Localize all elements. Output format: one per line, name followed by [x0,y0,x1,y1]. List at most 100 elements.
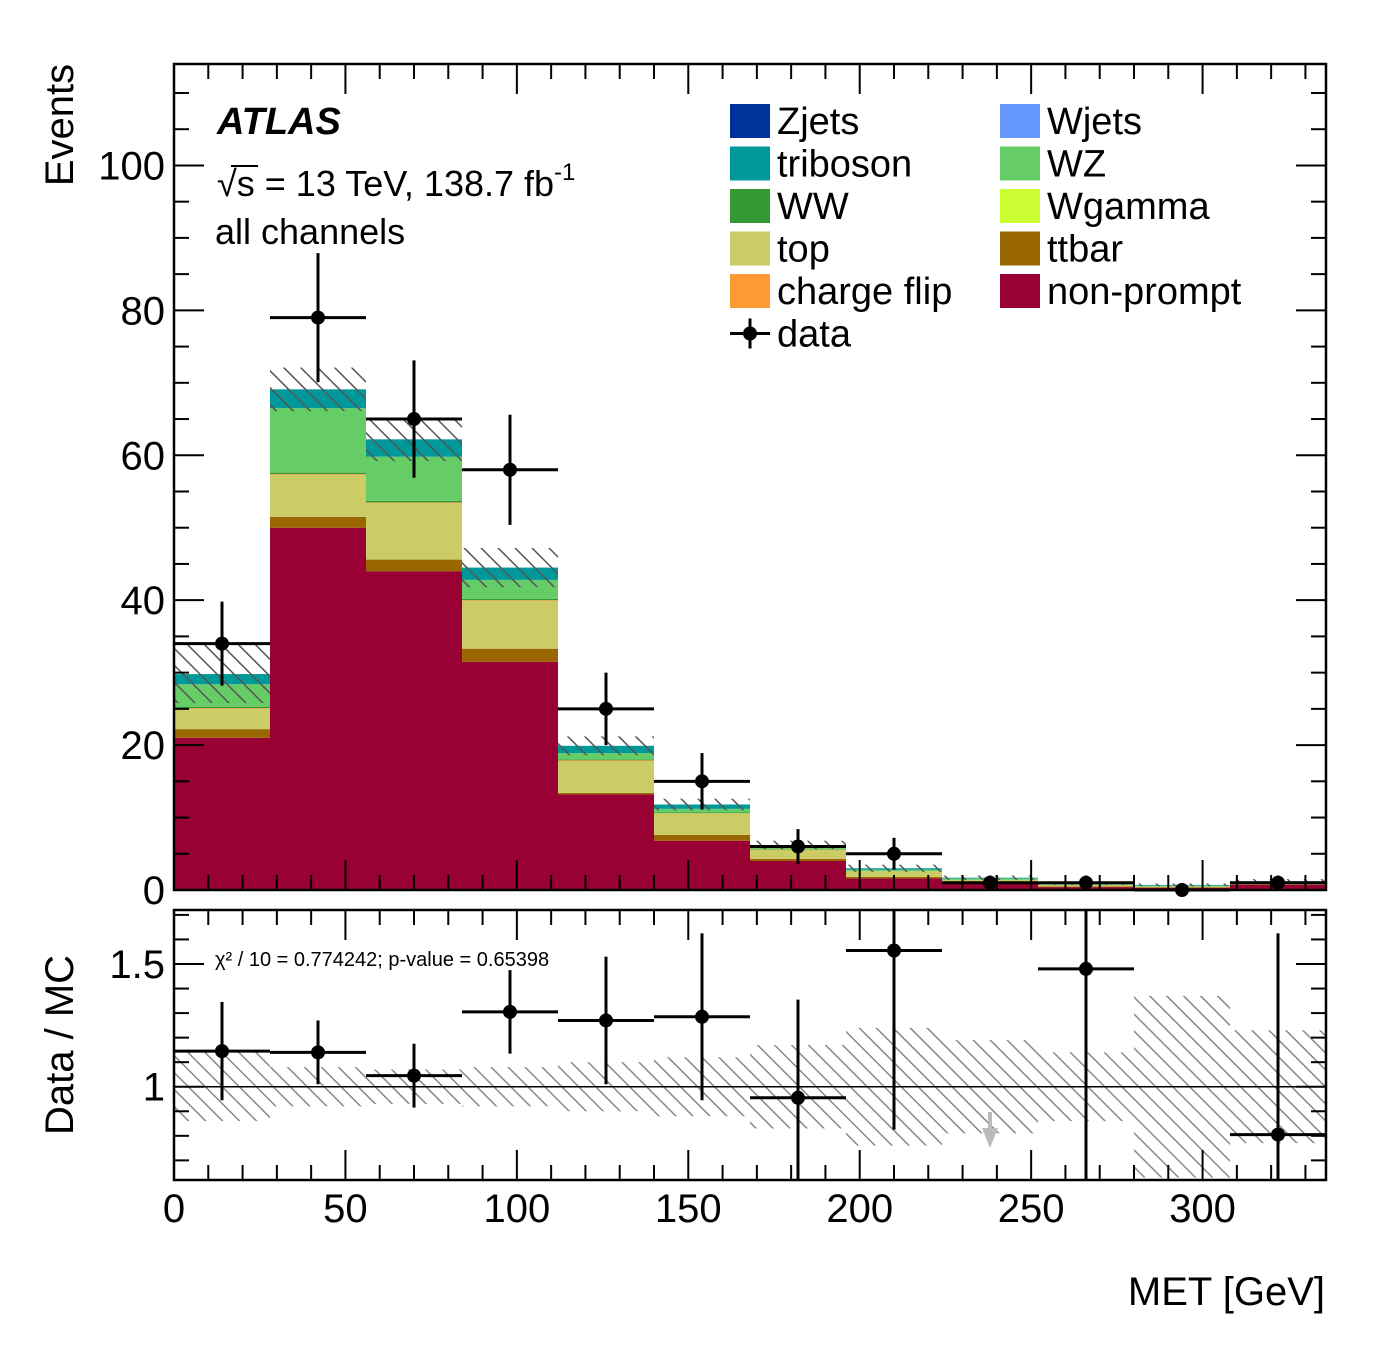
x-tick-label-2: 100 [483,1187,550,1231]
stacked-histogram [174,389,1326,890]
ratio-point-4 [599,1013,613,1028]
y-tick-label-top-0: 0 [143,869,165,913]
legend-swatch-ttbar [1000,231,1040,266]
energy-label: √s = 13 TeV, 138.7 fb-1 [217,159,575,204]
ratio-point-8 [1079,961,1093,976]
experiment-label: ATLAS [216,101,341,143]
ratio-point-5 [695,1009,709,1024]
legend-swatch-Wjets [1000,104,1040,138]
data-point-0 [215,636,229,651]
bar-ttbar-bin-4 [558,792,654,795]
data-point-5 [695,774,709,789]
bar-top-bin-1 [270,474,366,517]
ratio-point-6 [791,1090,805,1105]
bar-charge-flip-bin-3 [462,600,558,601]
legend-label-triboson: triboson [777,144,912,186]
bar-ttbar-bin-3 [462,648,558,662]
data-point-9 [1079,875,1093,890]
data-point-2 [407,412,421,427]
energy-text: s = 13 TeV, 138.7 fb [237,163,554,204]
bar-charge-flip-bin-1 [270,474,366,475]
legend-swatch-non-prompt [1000,274,1040,308]
fit-result-text: χ² / 10 = 0.774242; p-value = 0.65398 [215,949,549,971]
bar-WW-bin-5 [654,812,750,814]
legend-swatch-WZ [1000,146,1040,181]
bar-top-bin-0 [174,708,270,730]
channel-label: all channels [215,211,405,252]
data-point-11 [1271,875,1285,890]
data-point-8 [983,875,997,890]
y-tick-label-top-5: 100 [98,144,165,188]
bar-top-bin-7 [846,871,942,877]
ratio-point-7 [887,943,901,958]
data-point-1 [311,310,325,325]
bar-WW-bin-0 [174,706,270,709]
y-tick-label-top-3: 60 [121,434,166,478]
legend: Zjets Wjets triboson WZ WW Wgamma top ttbar char… [730,101,1242,356]
y-axis-title-top: Events [38,64,82,186]
legend-swatch-top [730,231,770,266]
data-point-7 [887,846,901,861]
legend-label-WW: WW [777,186,849,228]
bar-top-bin-4 [558,761,654,793]
ratio-point-9 [1271,1127,1285,1142]
top-panel-frame [172,62,1328,892]
legend-label-Wgamma: Wgamma [1047,186,1210,228]
bar-WW-bin-2 [366,500,462,503]
bar-WZ-bin-1 [270,408,366,473]
ratio-offscale-arrow-0 [982,1128,998,1148]
bar-top-bin-2 [366,503,462,560]
bar-WW-bin-3 [462,598,558,601]
bar-non-prompt-bin-4 [558,794,654,890]
bar-non-prompt-bin-3 [462,661,558,890]
axes-ticks [173,64,1326,1180]
bar-ttbar-bin-2 [366,559,462,572]
y-tick-label-top-2: 40 [121,579,166,623]
data-point-6 [791,839,805,854]
lumi-exponent: -1 [554,159,575,186]
uncertainty-bin-4 [558,736,654,756]
legend-label-ttbar: ttbar [1047,229,1123,271]
x-axis-title: MET [GeV] [1128,1270,1325,1314]
legend-swatch-charge-flip [730,274,770,308]
y-axis-title-bottom: Data / MC [38,955,82,1135]
uncertainty-bin-3 [462,548,558,588]
legend-label-WZ: WZ [1047,144,1106,186]
legend-swatch-data-marker [743,326,757,341]
x-tick-label-6: 300 [1169,1187,1236,1231]
bar-ttbar-bin-0 [174,729,270,738]
axes-frames [172,62,1328,1182]
y-tick-label-bottom-0: 1 [143,1066,165,1110]
data-point-4 [599,701,613,716]
legend-label-data: data [777,314,852,356]
bar-charge-flip-bin-0 [174,708,270,709]
legend-label-charge-flip: charge flip [777,271,952,313]
bar-charge-flip-bin-2 [366,502,462,504]
legend-swatch-WW [730,189,770,223]
bottom-panel-frame [172,908,1328,1182]
ratio-point-2 [407,1068,421,1083]
legend-label-top: top [777,229,830,271]
bar-top-bin-3 [462,600,558,649]
y-tick-label-top-4: 80 [121,289,166,333]
ratio-point-3 [503,1004,517,1019]
bar-top-bin-5 [654,813,750,835]
y-tick-label-top-1: 20 [121,724,166,768]
tick-labels: 0 50 100 150 200 250 300 0 20 40 60 80 100 1 1.5 [98,144,1236,1231]
bar-non-prompt-bin-1 [270,527,366,890]
ratio-points [174,910,1326,1180]
bar-WW-bin-4 [558,759,654,761]
x-tick-label-4: 200 [826,1187,893,1231]
bar-WZ-bin-4 [558,753,654,760]
legend-label-Zjets: Zjets [777,101,859,143]
bar-WZ-bin-5 [654,808,750,813]
ratio-point-1 [311,1045,325,1060]
legend-swatch-Zjets [730,104,770,138]
legend-label-non-prompt: non-prompt [1047,271,1242,313]
x-tick-label-1: 50 [323,1187,368,1231]
legend-swatch-Wgamma [1000,189,1040,223]
bar-non-prompt-bin-6 [750,861,846,890]
bar-ttbar-bin-5 [654,834,750,841]
svg-text:√s = 13 TeV, 138.7 fb-1: √s = 13 TeV, 138.7 fb-1 [217,159,575,204]
